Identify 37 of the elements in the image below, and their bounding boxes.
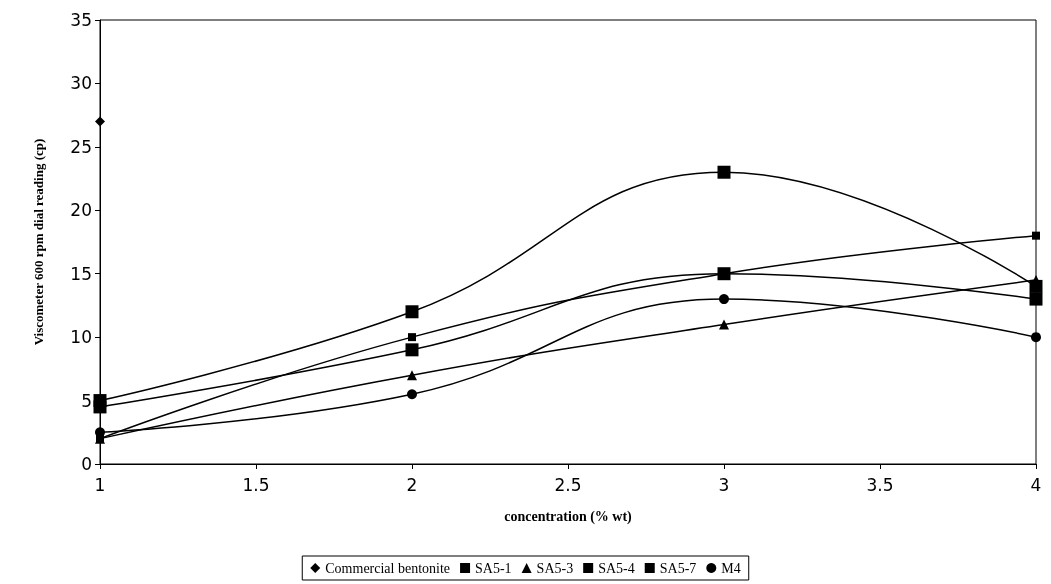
point xyxy=(717,165,731,179)
y-tick-label: 25 xyxy=(70,136,92,157)
y-tick-label: 0 xyxy=(81,454,92,474)
point xyxy=(95,116,105,127)
x-tick-label: 3.5 xyxy=(866,474,894,495)
point xyxy=(1031,332,1041,343)
x-tick-label: 2 xyxy=(406,474,418,495)
y-axis-title: Viscometer 600 rpm dial reading (cp) xyxy=(31,138,46,346)
point xyxy=(405,343,419,357)
legend-label: SA5-1 xyxy=(475,560,512,576)
point xyxy=(93,400,107,414)
legend-label: SA5-4 xyxy=(598,560,635,576)
legend-label: SA5-3 xyxy=(536,560,574,576)
y-tick-label: 35 xyxy=(70,10,92,30)
x-axis-title: concentration (% wt) xyxy=(504,508,633,525)
y-tick-label: 10 xyxy=(70,327,92,348)
legend-label: Commercial bentonite xyxy=(325,560,451,576)
point xyxy=(407,370,417,381)
point xyxy=(1029,279,1043,293)
point xyxy=(1032,231,1040,240)
x-tick-label: 3 xyxy=(718,474,730,495)
y-tick-label: 5 xyxy=(81,390,92,411)
point xyxy=(719,319,729,330)
y-tick-label: 30 xyxy=(70,73,92,94)
legend-label: M4 xyxy=(721,560,741,576)
y-tick-label: 20 xyxy=(70,200,92,221)
point xyxy=(405,305,419,319)
legend-label: SA5-7 xyxy=(659,560,697,576)
x-tick-label: 4 xyxy=(1030,474,1042,495)
x-tick-label: 1.5 xyxy=(242,474,270,495)
point xyxy=(407,389,417,400)
point xyxy=(719,294,729,305)
x-tick-label: 2.5 xyxy=(554,474,582,495)
point xyxy=(408,333,416,342)
x-tick-label: 1 xyxy=(94,474,106,495)
point xyxy=(1029,292,1043,306)
y-tick-label: 15 xyxy=(70,263,92,284)
